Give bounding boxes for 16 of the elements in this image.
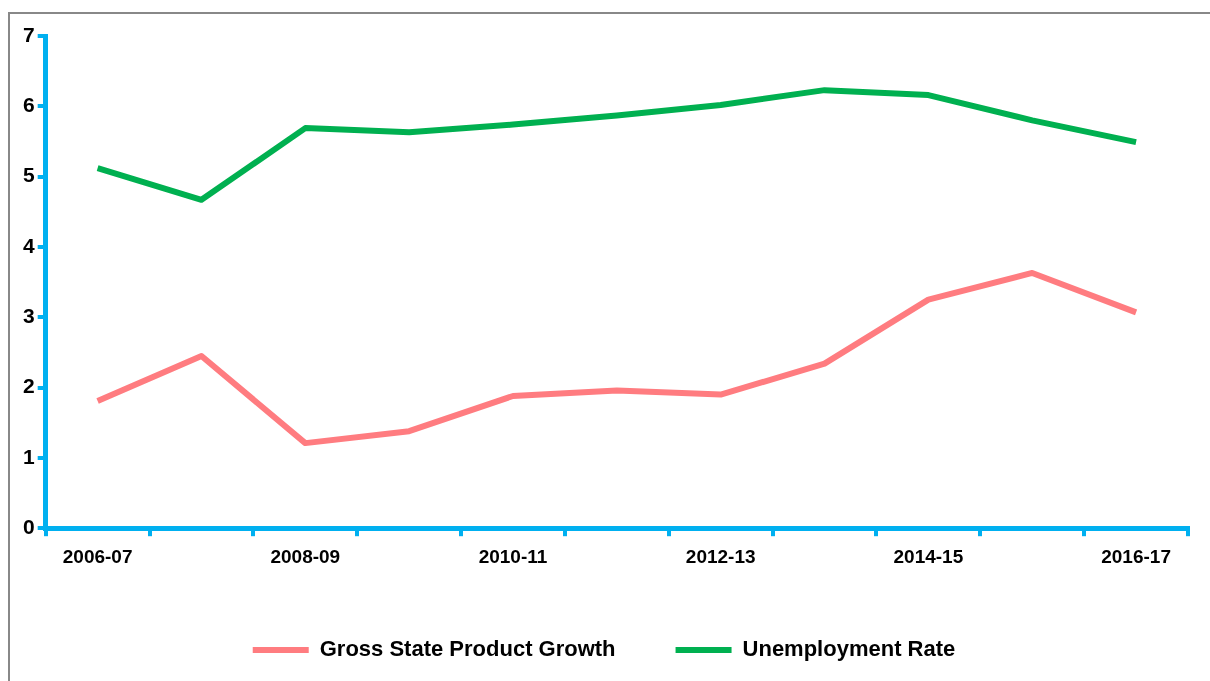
- y-tick-label: 1: [22, 444, 35, 468]
- y-tick-label: 0: [22, 515, 35, 538]
- x-tick-label: 2016-17: [1101, 545, 1171, 567]
- x-tick-label: 2010-11: [478, 545, 548, 567]
- y-tick-label: 3: [22, 304, 35, 328]
- legend-label: Gross State Product Growth: [319, 636, 616, 662]
- x-tick-label: 2012-13: [685, 545, 756, 567]
- y-tick-label: 2: [22, 374, 35, 398]
- y-tick-label: 5: [22, 163, 35, 187]
- x-tick-label: 2014-15: [893, 545, 964, 567]
- y-tick-label: 4: [22, 233, 35, 257]
- x-tick-label: 2006-07: [62, 545, 133, 567]
- legend-label: Unemployment Rate: [742, 636, 956, 662]
- y-tick-label: 6: [22, 93, 35, 117]
- x-tick-label: 2008-09: [270, 545, 341, 567]
- y-tick-label: 7: [22, 22, 35, 46]
